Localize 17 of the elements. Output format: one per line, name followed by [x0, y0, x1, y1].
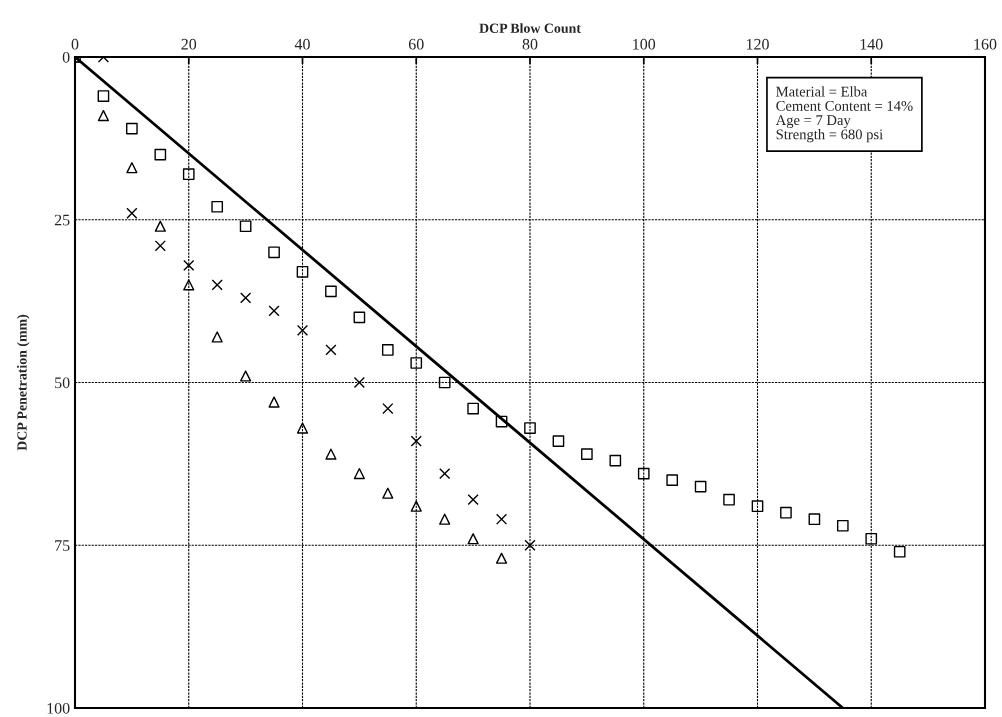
x-tick-label: 20 — [181, 38, 197, 50]
y-tick-label: 75 — [55, 540, 70, 551]
x-tick-label: 80 — [522, 38, 538, 50]
x-axis-title: DCP Blow Count — [479, 23, 581, 33]
annotation: Material = Elba Cement Content = 14% Age = 7 Day Strength = 680 psi — [775, 86, 913, 143]
x-tick-label: 140 — [860, 38, 883, 50]
y-tick-label: 0 — [62, 51, 70, 63]
x-tick-label: 40 — [294, 38, 310, 50]
y-tick-label: 50 — [55, 377, 70, 389]
x-tick-label: 100 — [633, 38, 656, 50]
x-tick-label: 160 — [974, 38, 997, 50]
x-tick-label: 120 — [746, 38, 769, 50]
x-tick-label: 60 — [408, 38, 424, 50]
y-tick-label: 100 — [47, 702, 70, 714]
y-tick-label: 25 — [54, 214, 70, 226]
x-tick-label: 0 — [71, 38, 79, 50]
y-axis-title: DCP Penetration (mm) — [16, 314, 30, 451]
